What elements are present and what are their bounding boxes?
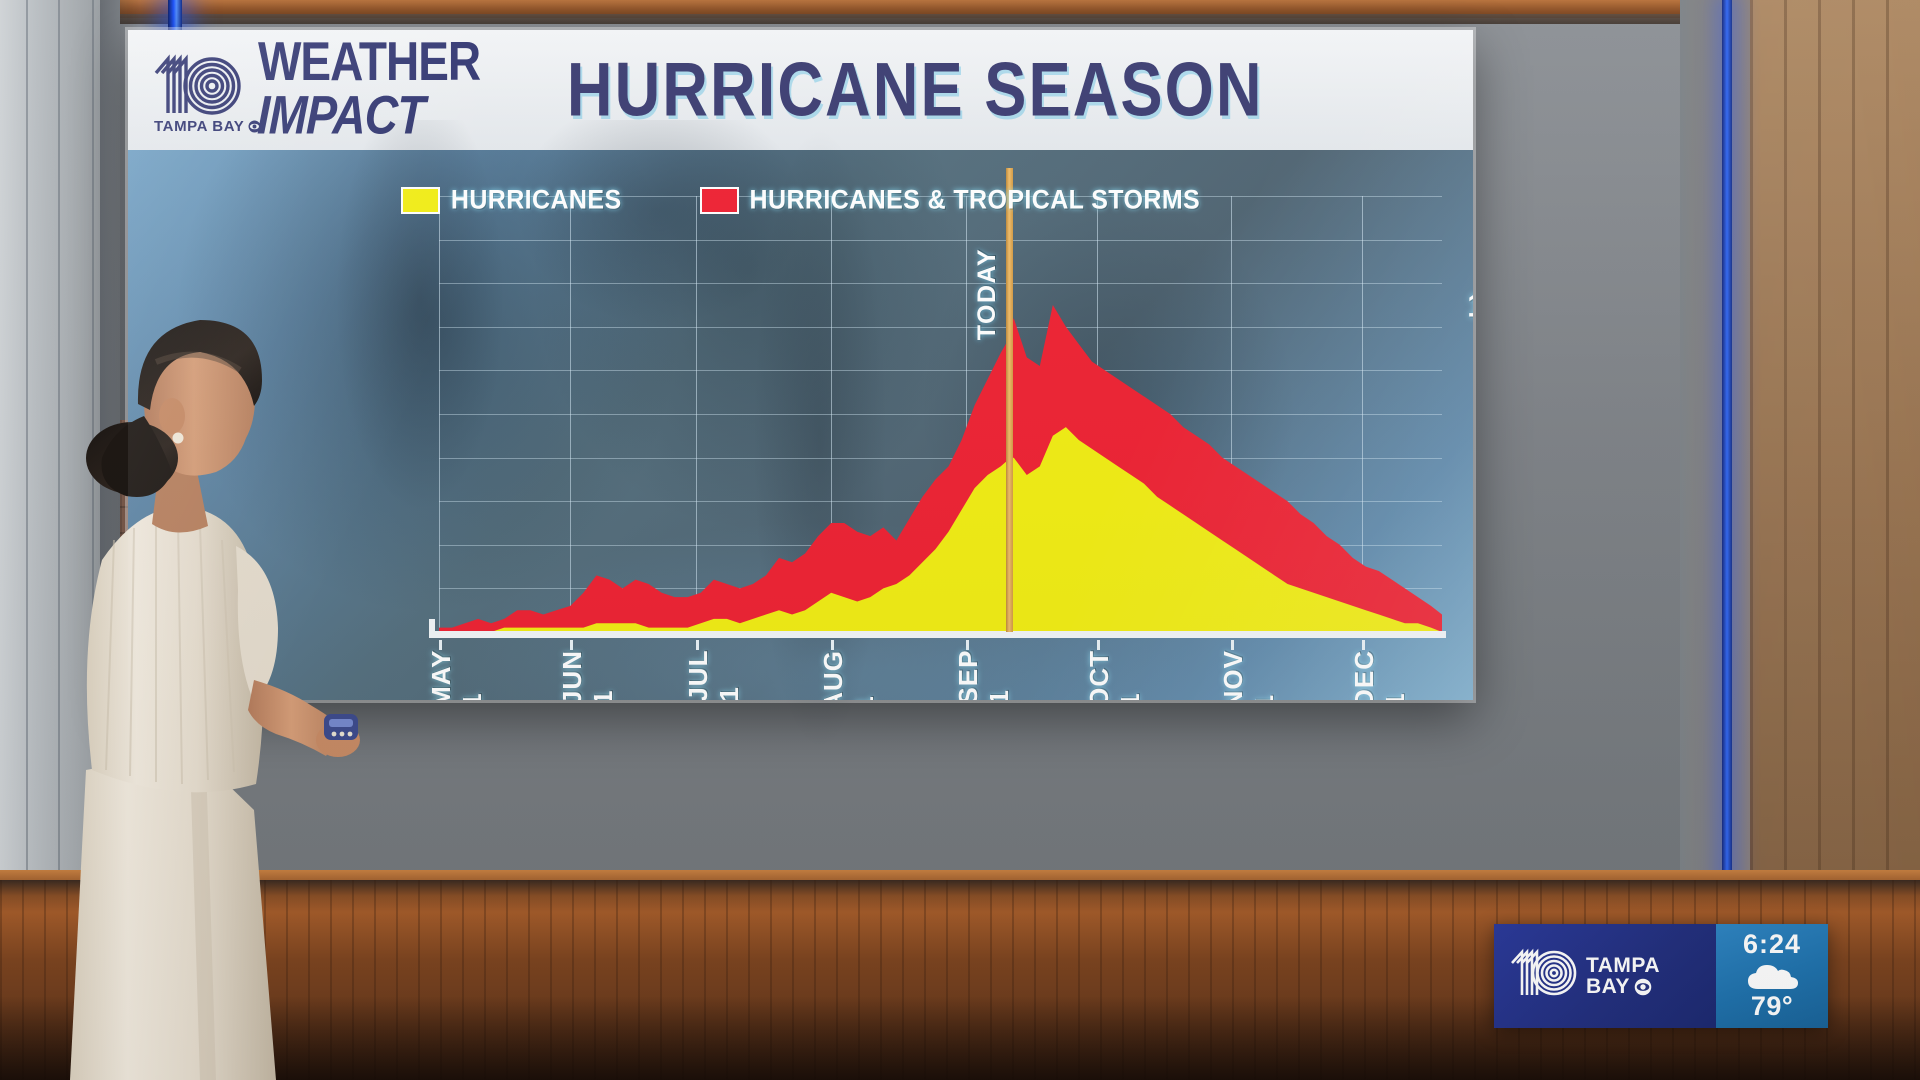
gridline-vertical <box>831 196 833 632</box>
x-axis-tick-mark <box>1231 640 1235 650</box>
bug-cbs-eye-icon <box>1634 978 1652 995</box>
gridline-vertical <box>965 196 967 632</box>
bug-temperature: 79° <box>1750 991 1794 1021</box>
gridline-horizontal <box>439 239 1442 241</box>
brand-line-impact: IMPACT <box>256 83 426 145</box>
graphic-header: TAMPA BAY WEATHER IMPACT HURRICANE SEASO… <box>128 30 1473 150</box>
bug-channel-10-logo-icon <box>1511 948 1577 996</box>
ceiling-beam-shadow <box>0 14 1920 24</box>
bug-market-label: TAMPA BAY <box>1586 955 1660 997</box>
meteorologist-on-camera <box>40 210 360 1080</box>
x-axis-tick-mark <box>696 640 700 650</box>
gridline-vertical <box>439 196 440 632</box>
cloud-icon <box>1748 964 1798 989</box>
legend-item-hurricanes: HURRICANES <box>400 185 622 215</box>
chart-plot-area: TODAY <box>429 168 1446 638</box>
x-axis-tick-label: SEP 1 <box>952 650 1014 700</box>
x-axis-tick-mark <box>831 640 835 650</box>
ceiling-beam <box>0 0 1920 18</box>
x-axis-tick-mark <box>1362 640 1366 650</box>
legend-swatch-hurricanes-tropical-storms <box>699 187 739 214</box>
x-axis-tick-label: OCT 1 <box>1083 650 1145 700</box>
gridline-horizontal <box>439 414 1442 415</box>
weather-impact-wordmark: WEATHER IMPACT <box>256 34 481 145</box>
chart-legend: HURRICANES HURRICANES & TROPICAL STORMS <box>128 185 1473 215</box>
y-axis-tick-label: 100 <box>1453 287 1473 325</box>
station-bug-weather: 6:24 79° <box>1716 924 1828 1028</box>
x-axis-tick-label: AUG 1 <box>818 650 879 700</box>
gridline-horizontal <box>439 283 1442 285</box>
x-axis-tick-label: DEC 1 <box>1349 650 1410 700</box>
page-title: HURRICANE SEASON <box>567 47 1264 133</box>
legend-label-hurricanes: HURRICANES <box>450 185 622 215</box>
x-axis-tick-mark <box>439 640 442 650</box>
chart-area-series <box>439 305 1442 632</box>
cbs-eye-icon <box>248 120 261 133</box>
legend-label-hurricanes-tropical-storms: HURRICANES & TROPICAL STORMS <box>749 185 1201 215</box>
chart-panel: HURRICANES HURRICANES & TROPICAL STORMS … <box>128 150 1473 700</box>
x-axis-tick-mark <box>1096 640 1100 650</box>
bug-market-line-2: BAY <box>1586 975 1630 998</box>
weather-impact-logo: TAMPA BAY WEATHER IMPACT <box>146 34 481 145</box>
brand-line-weather: WEATHER <box>258 30 481 93</box>
today-marker-line <box>1005 168 1013 632</box>
legend-swatch-hurricanes <box>400 187 440 214</box>
bug-clock: 6:24 <box>1742 929 1802 959</box>
bug-market-line-1: TAMPA <box>1586 954 1661 977</box>
x-axis-tick-mark <box>569 640 573 650</box>
x-axis-tick-label: NOV 1 <box>1218 650 1279 700</box>
chart-y-axis: 1009080706050403020100 <box>1453 287 1473 700</box>
x-axis-tick-mark <box>965 640 969 650</box>
series-path-hurricanes <box>439 427 1442 632</box>
gridline-vertical <box>569 196 571 632</box>
x-axis-tick-label: JUN 1 <box>556 650 618 700</box>
led-strip-right <box>1722 0 1732 1080</box>
gridline-vertical <box>1231 196 1233 632</box>
legend-item-hurricanes-tropical-storms: HURRICANES & TROPICAL STORMS <box>699 185 1201 215</box>
gridline-horizontal <box>439 457 1442 459</box>
station-bug: TAMPA BAY 6:24 79° <box>1494 924 1828 1028</box>
gridline-vertical <box>1362 196 1364 632</box>
logo-market-text: TAMPA BAY <box>154 118 245 135</box>
channel-10-logo-icon: TAMPA BAY <box>146 47 261 135</box>
gridline-horizontal <box>439 196 1442 197</box>
gridline-horizontal <box>439 370 1442 372</box>
gridline-vertical <box>696 196 698 632</box>
station-bug-brand: TAMPA BAY <box>1494 924 1716 1028</box>
gridline-horizontal <box>439 326 1442 328</box>
logo-market-label: TAMPA BAY <box>154 118 261 135</box>
x-axis-tick-label: MAY 1 <box>426 650 487 700</box>
x-axis-tick-label: JUL 1 <box>683 650 745 700</box>
chart-x-axis-baseline <box>429 619 1446 638</box>
chart-x-axis: MAY 1 JUN 1 JUL 1 AUG 1 SEP 1 OCT 1 NOV 1 DEC 1 <box>128 150 1473 700</box>
